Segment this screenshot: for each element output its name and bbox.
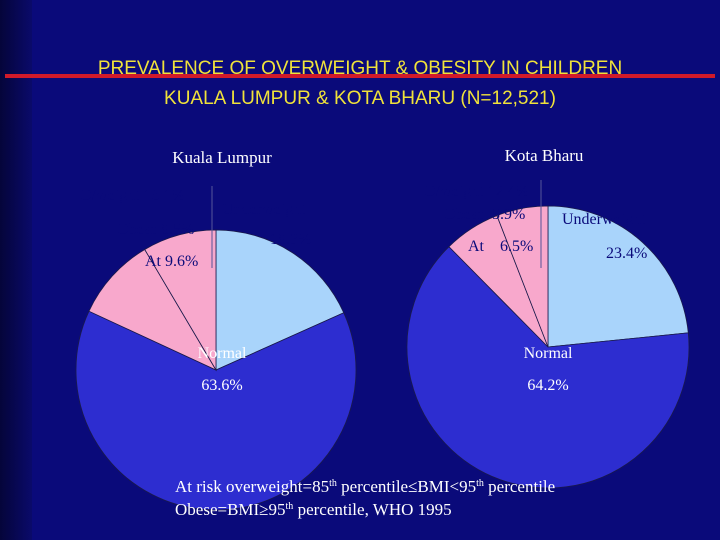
pie1-label-o-weight: O/weight 18.1% [80,187,185,204]
title-underline [5,74,715,78]
pie2-value-underweight: 23.4% [606,245,647,262]
slide-title-line2: KUALA LUMPUR & KOTA BHARU (N=12,521) [164,88,556,109]
pie2-label-at: At 6.5% [468,238,533,255]
pie2-label-underweight: Underweight [562,211,646,228]
pie1-label-normal: Normal [198,345,247,362]
pie1-slice-normal [75,310,357,511]
pie2-slice-obese [496,205,549,348]
pie2-slice-underweight [547,205,689,348]
pie2-label-obese: Obese 5.9% [444,206,525,223]
pie1-slice-at [88,248,217,371]
pie2-title: Kota Bharu [505,146,584,165]
pie1-slice-obese [144,229,217,372]
footnote-line1: At risk overweight=85th percentile≤BMI<9… [175,477,556,496]
slide-title-line1: PREVALENCE OF OVERWEIGHT & OBESITY IN CH… [97,58,623,79]
pie1-value-underweight: 18.3% [270,231,311,248]
pie2-value-normal: 64.2% [527,377,568,394]
pie1-title: Kuala Lumpur [172,148,272,167]
pie2-label-normal: Normal [524,345,573,362]
pie1-value-normal: 63.6% [201,377,242,394]
slide-left-bar [0,0,32,540]
pie2-slice-normal [406,246,690,489]
pie1-slice-underweight [215,229,345,371]
pie1-label-underweight: Underweight [222,201,306,218]
pie1-label-at: At 9.6% [145,253,198,270]
pie1-label-obese: Obese 8.5% [117,221,194,238]
pie2-label-o-weight: O/weight 12.4% [424,183,529,200]
footnote-line2: Obese=BMI≥95th percentile, WHO 1995 [175,500,452,519]
